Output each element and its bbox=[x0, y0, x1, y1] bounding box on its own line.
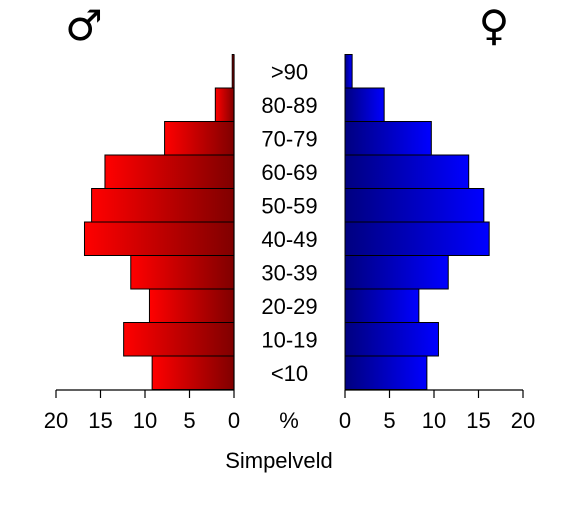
male-bar-7 bbox=[164, 121, 235, 156]
female-bar-4 bbox=[344, 221, 490, 256]
male-bar-0 bbox=[151, 355, 235, 390]
age-label-5: 50-59 bbox=[261, 193, 317, 218]
age-label-9: >90 bbox=[271, 59, 308, 84]
male-bars bbox=[83, 54, 235, 390]
female-bar-1 bbox=[344, 322, 439, 357]
male-tick-label-2: 10 bbox=[133, 408, 157, 433]
age-label-3: 30-39 bbox=[261, 260, 317, 285]
female-tick-label-2: 10 bbox=[422, 408, 446, 433]
age-label-0: <10 bbox=[271, 361, 308, 386]
age-label-8: 80-89 bbox=[261, 93, 317, 118]
female-bar-7 bbox=[344, 121, 432, 156]
female-tick-label-3: 15 bbox=[466, 408, 490, 433]
female-bars bbox=[344, 54, 490, 390]
female-tick-label-0: 0 bbox=[339, 408, 351, 433]
female-bar-6 bbox=[344, 154, 470, 189]
male-bar-6 bbox=[104, 154, 235, 189]
female-bar-0 bbox=[344, 355, 428, 390]
female-bar-3 bbox=[344, 255, 449, 290]
female-bar-9 bbox=[344, 54, 353, 89]
male-bar-2 bbox=[148, 288, 235, 323]
female-bar-2 bbox=[344, 288, 420, 323]
male-tick-label-4: 20 bbox=[44, 408, 68, 433]
male-tick-label-3: 15 bbox=[88, 408, 112, 433]
chart-title: Simpelveld bbox=[225, 448, 333, 473]
age-label-6: 60-69 bbox=[261, 160, 317, 185]
age-label-1: 10-19 bbox=[261, 327, 317, 352]
unit-label: % bbox=[279, 408, 299, 433]
age-label-4: 40-49 bbox=[261, 227, 317, 252]
female-bar-8 bbox=[344, 87, 385, 122]
female-axis-ticks: 0 5 10 15 20 bbox=[339, 390, 535, 433]
female-tick-label-4: 20 bbox=[511, 408, 535, 433]
male-bar-8 bbox=[214, 87, 235, 122]
male-tick-label-0: 0 bbox=[228, 408, 240, 433]
female-symbol: ♀ bbox=[479, 1, 510, 50]
male-symbol: ♂ bbox=[65, 1, 103, 50]
age-label-2: 20-29 bbox=[261, 294, 317, 319]
male-bar-4 bbox=[83, 221, 235, 256]
female-bar-5 bbox=[344, 188, 485, 223]
male-tick-label-1: 5 bbox=[183, 408, 195, 433]
female-tick-label-1: 5 bbox=[383, 408, 395, 433]
age-group-labels: <10 10-19 20-29 30-39 40-49 50-59 60-69 70-79 80… bbox=[261, 59, 317, 386]
age-label-7: 70-79 bbox=[261, 126, 317, 151]
male-bar-3 bbox=[130, 255, 235, 290]
male-bar-1 bbox=[123, 322, 235, 357]
male-axis-ticks: 0 5 10 15 20 bbox=[44, 390, 240, 433]
male-bar-5 bbox=[91, 188, 235, 223]
